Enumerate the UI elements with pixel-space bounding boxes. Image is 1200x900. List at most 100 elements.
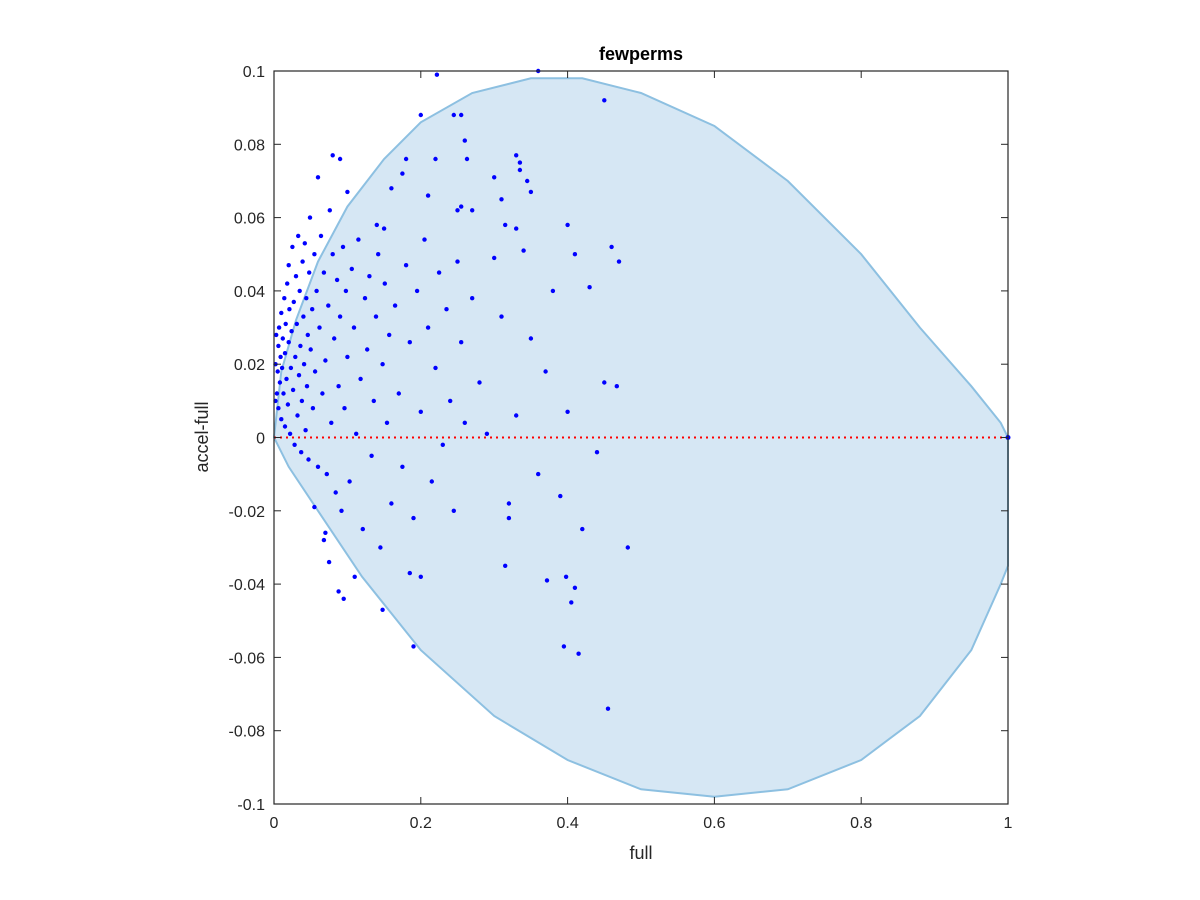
data-point [277, 380, 283, 385]
data-point [349, 266, 354, 272]
data-point [365, 347, 370, 352]
data-point [295, 413, 300, 418]
data-point [301, 362, 307, 367]
data-point [503, 222, 508, 228]
data-point [459, 112, 464, 118]
data-point [324, 471, 329, 477]
data-point [312, 369, 318, 374]
data-point [345, 354, 350, 360]
data-point [543, 369, 548, 374]
data-point [330, 153, 335, 158]
y-tick-label: 0.06 [234, 211, 265, 228]
data-point [296, 233, 301, 239]
data-point [307, 270, 312, 275]
data-point [528, 336, 534, 341]
axis-ticks [273, 70, 1009, 805]
data-point [310, 406, 316, 411]
data-point [462, 420, 467, 425]
data-point [433, 365, 438, 371]
data-point [374, 222, 379, 228]
data-point [455, 259, 460, 264]
data-point [287, 307, 292, 312]
data-point [354, 431, 359, 436]
data-point [280, 336, 285, 341]
data-point [345, 189, 350, 195]
data-point [602, 98, 607, 103]
data-point [282, 296, 287, 301]
data-point [470, 296, 475, 301]
y-axis-label: accel-full [192, 401, 212, 472]
data-point [286, 263, 291, 268]
data-point [616, 259, 622, 264]
data-point [380, 607, 385, 612]
data-point [312, 504, 317, 510]
data-point [451, 112, 456, 118]
data-point [327, 208, 332, 213]
data-point [347, 479, 352, 484]
data-point [292, 442, 297, 447]
data-point [625, 545, 630, 550]
data-point [380, 362, 385, 367]
data-point [320, 391, 325, 396]
y-tick-label: -0.02 [229, 504, 266, 521]
data-point [528, 189, 534, 195]
data-point [330, 252, 335, 257]
data-point [536, 471, 541, 477]
data-point [459, 340, 464, 345]
data-point [499, 314, 504, 319]
data-point [440, 442, 445, 447]
y-tick-label: -0.1 [237, 797, 265, 814]
data-point [339, 508, 344, 513]
data-point [312, 252, 317, 257]
data-point [514, 153, 519, 158]
data-point [371, 398, 376, 404]
data-point [580, 526, 585, 532]
data-point [341, 596, 346, 601]
data-point [329, 420, 334, 425]
data-point [275, 369, 280, 374]
data-point [605, 706, 611, 711]
y-tick-label: -0.06 [229, 650, 266, 667]
y-tick-label: -0.04 [229, 577, 266, 594]
data-point [303, 428, 308, 433]
data-point [569, 600, 574, 605]
data-point [451, 508, 456, 513]
data-point [382, 281, 387, 286]
data-point [425, 193, 431, 198]
data-point [572, 252, 578, 257]
data-point [418, 112, 423, 118]
data-point [301, 314, 306, 319]
data-point [287, 431, 293, 436]
data-point [300, 259, 305, 264]
data-point [387, 332, 392, 338]
data-point [289, 329, 294, 334]
y-tick-label: 0.08 [234, 137, 265, 154]
data-point [332, 336, 337, 341]
data-point [276, 343, 281, 349]
data-point [436, 270, 442, 275]
data-point [317, 325, 322, 330]
data-point [284, 376, 289, 382]
data-point [389, 501, 394, 506]
data-point [274, 332, 279, 338]
data-point [315, 175, 321, 180]
data-point [403, 156, 409, 162]
x-tick-label: 0.6 [703, 815, 725, 832]
data-point [422, 237, 427, 242]
data-point [351, 325, 357, 330]
data-point [558, 493, 563, 499]
data-point [296, 373, 302, 378]
data-point [455, 208, 460, 213]
data-point [594, 450, 600, 455]
data-point [302, 241, 307, 246]
data-point [602, 380, 607, 385]
data-point [285, 402, 291, 407]
data-point [288, 365, 294, 371]
data-point [367, 274, 372, 279]
y-tick-label: 0.1 [243, 64, 265, 81]
data-point [321, 537, 327, 543]
data-point [517, 167, 523, 173]
data-point [396, 391, 401, 396]
data-point [307, 215, 313, 220]
data-point [290, 244, 295, 250]
